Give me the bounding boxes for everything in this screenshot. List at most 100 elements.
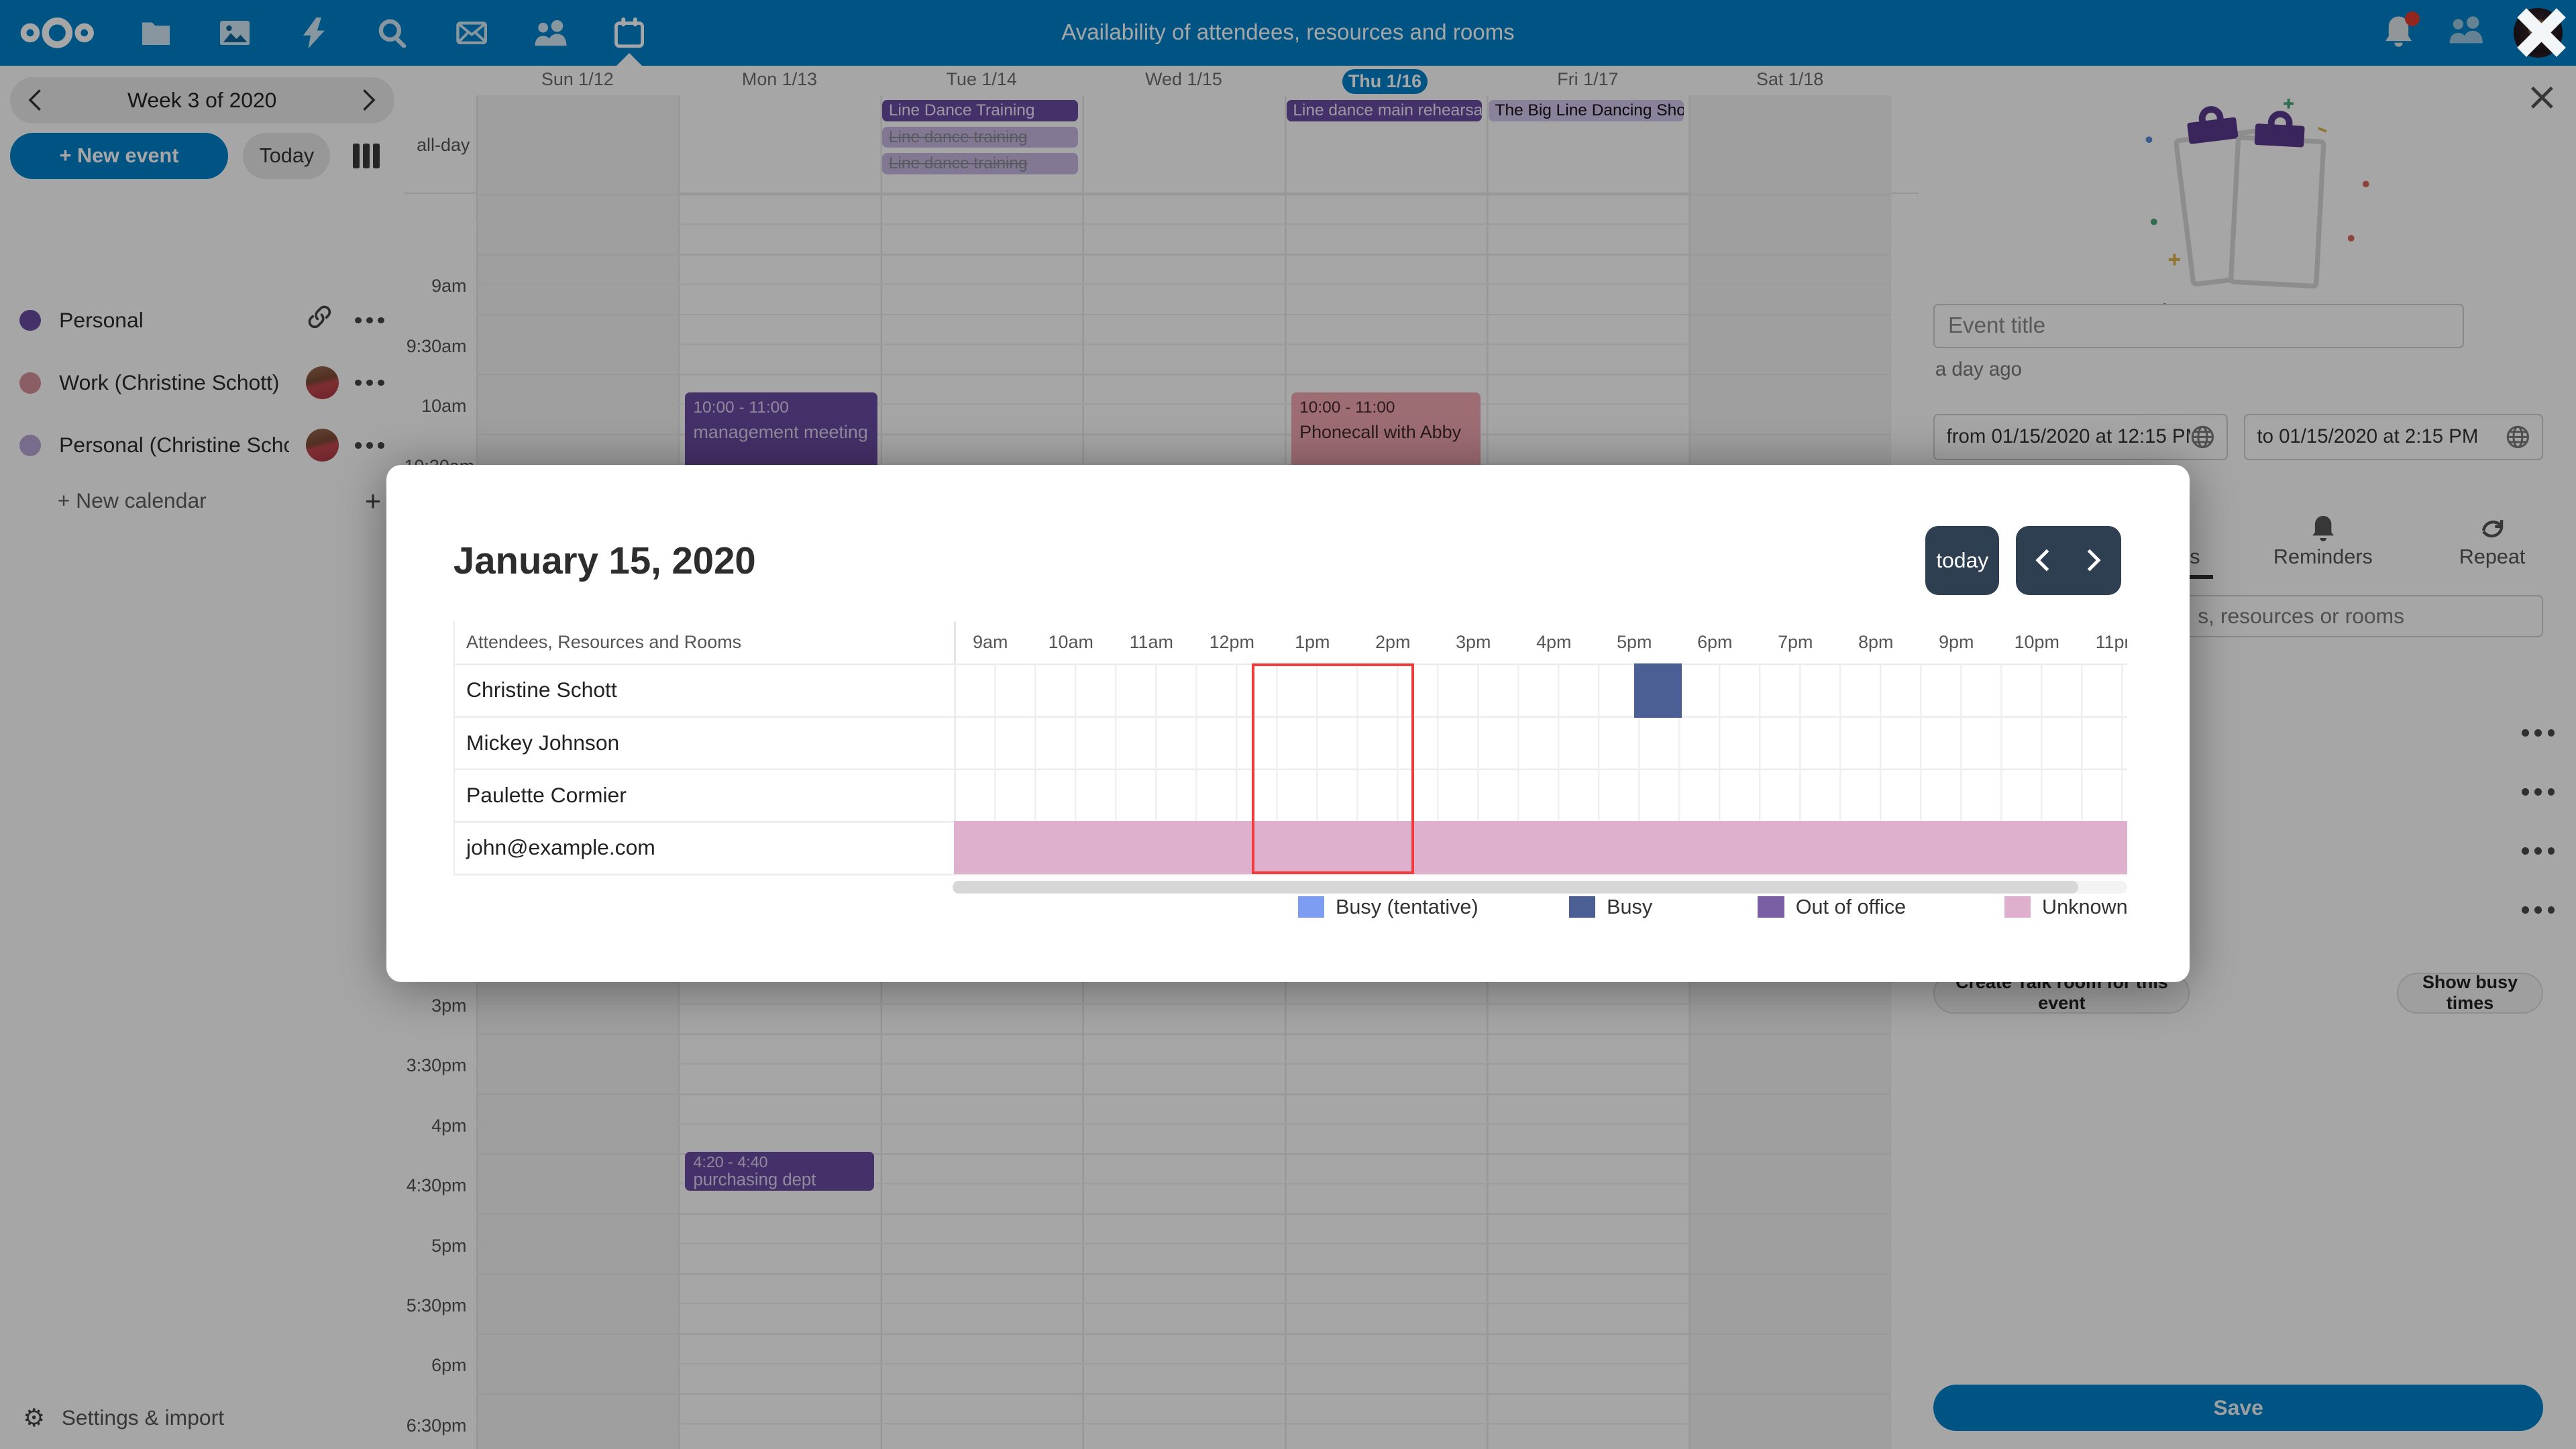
timezone-globe-icon (2506, 425, 2530, 449)
time-gutter-label: 3:30pm (406, 1055, 467, 1076)
calendar-color-dot (19, 372, 42, 394)
calendar-menu-icon[interactable] (355, 379, 385, 386)
allday-event[interactable]: Line Dance Training (882, 100, 1078, 122)
modified-timestamp: a day ago (1935, 358, 2022, 380)
hour-label: 9am (973, 631, 1008, 652)
busy-block (1634, 663, 1682, 718)
time-gutter-label: 5pm (431, 1235, 467, 1256)
next-week-button[interactable] (345, 77, 394, 123)
hour-label: 12pm (1209, 631, 1254, 652)
calendar-item-personal-christine[interactable]: Personal (Christine Scho...) (0, 424, 404, 467)
time-gutter-label: 6:30pm (406, 1415, 467, 1436)
scrollbar-thumb[interactable] (953, 880, 2078, 894)
calendar-item-work[interactable]: Work (Christine Schott) (0, 362, 404, 405)
allday-event[interactable]: Line dance training (882, 126, 1078, 148)
search-icon[interactable] (371, 0, 414, 66)
time-gutter-label: 3pm (431, 996, 467, 1016)
availability-time-area[interactable] (954, 663, 2128, 874)
previous-day-button[interactable] (2016, 526, 2068, 595)
previous-week-button[interactable] (10, 77, 59, 123)
event-purchasing[interactable]: 4:20 - 4:40 purchasing dept (685, 1151, 874, 1191)
timezone-globe-icon (2191, 425, 2214, 449)
horizontal-scrollbar[interactable] (953, 880, 2128, 894)
contacts-icon[interactable] (529, 0, 572, 66)
attendees-column-header: Attendees, Resources and Rooms (466, 631, 742, 652)
shared-by-avatar (305, 429, 339, 462)
show-busy-times-button[interactable]: Show busy times (2397, 972, 2543, 1014)
attendee-menu-icon[interactable] (2522, 726, 2555, 739)
allday-event[interactable]: Line dance main rehearsal (1286, 100, 1482, 122)
attendee-row-name: Christine Schott (466, 678, 617, 702)
hour-label: 5pm (1617, 631, 1652, 652)
day-header[interactable]: Sat 1/18 (1756, 68, 1824, 89)
hour-label: 8pm (1858, 631, 1894, 652)
save-button[interactable]: Save (1933, 1385, 2543, 1432)
attendee-menu-icon[interactable] (2522, 904, 2555, 917)
page-title: Availability of attendees, resources and… (1061, 19, 1515, 45)
day-header-row: Sun 1/12 Mon 1/13 Tue 1/14 Wed 1/15 Thu … (476, 68, 1891, 95)
hour-label: 6pm (1697, 631, 1733, 652)
hour-label: 3pm (1456, 631, 1491, 652)
hour-label: 10am (1048, 631, 1093, 652)
day-header[interactable]: Mon 1/13 (741, 68, 818, 89)
hour-label: 11am (1129, 631, 1173, 652)
hour-label: 7pm (1778, 631, 1813, 652)
modal-today-button[interactable]: today (1925, 525, 2000, 595)
hour-label: 2pm (1375, 631, 1411, 652)
attendee-row-name: Mickey Johnson (466, 730, 620, 755)
tab-reminders[interactable]: Reminders (2238, 513, 2409, 569)
contacts-menu-icon[interactable] (2448, 15, 2484, 50)
event-title-input[interactable] (1933, 304, 2465, 349)
activity-icon[interactable] (292, 0, 335, 66)
day-header[interactable]: Wed 1/15 (1145, 68, 1222, 89)
week-navigation: Week 3 of 2020 (9, 77, 394, 123)
next-day-button[interactable] (2068, 526, 2121, 595)
close-icon[interactable] (2530, 85, 2556, 111)
time-gutter-label: 4pm (431, 1115, 467, 1136)
legend-swatch-unknown (2004, 896, 2031, 918)
availability-modal: January 15, 2020 today Attendees, Resour… (386, 465, 2190, 983)
today-button[interactable]: Today (243, 133, 331, 179)
new-event-button[interactable]: + New event (9, 133, 229, 179)
allday-event[interactable]: The Big Line Dancing Show (1488, 100, 1684, 122)
event-illustration (2133, 98, 2379, 329)
from-date-field[interactable]: from 01/15/2020 at 12:15 PM (1933, 414, 2228, 460)
mail-icon[interactable] (450, 0, 493, 66)
week-label: Week 3 of 2020 (127, 87, 277, 112)
calendar-item-personal[interactable]: Personal (0, 299, 404, 342)
attendee-menu-icon[interactable] (2522, 845, 2555, 858)
new-calendar-button[interactable]: + New calendar + (57, 484, 382, 517)
day-header[interactable]: Sun 1/12 (541, 68, 614, 89)
bell-icon (2238, 513, 2409, 542)
app-icon-strip (16, 0, 650, 66)
time-gutter-label: 4:30pm (406, 1175, 467, 1196)
to-date-field[interactable]: to 01/15/2020 at 2:15 PM (2244, 414, 2543, 460)
event-selection-outline (1251, 663, 1415, 874)
calendar-menu-icon[interactable] (355, 317, 385, 324)
calendar-icon[interactable] (608, 0, 651, 66)
time-gutter-label: 5:30pm (406, 1295, 467, 1316)
nextcloud-logo[interactable] (16, 0, 98, 66)
files-icon[interactable] (135, 0, 178, 66)
calendar-menu-icon[interactable] (355, 441, 385, 449)
photos-icon[interactable] (213, 0, 256, 66)
allday-event[interactable]: Line dance training (882, 152, 1078, 174)
time-gutter-label: 10am (421, 396, 467, 417)
notification-badge (2405, 11, 2420, 27)
allday-row: all-day Line Dance Training Line dance t… (404, 95, 1919, 194)
notifications-bell-icon[interactable] (2382, 11, 2420, 51)
day-header[interactable]: Tue 1/14 (946, 68, 1017, 89)
time-gutter-label: 9am (431, 276, 467, 297)
share-link-icon[interactable] (307, 305, 332, 336)
gear-icon: ⚙ (23, 1403, 46, 1432)
day-header-selected[interactable]: Thu 1/16 (1342, 68, 1428, 94)
tab-repeat[interactable]: Repeat (2407, 513, 2576, 569)
day-header[interactable]: Fri 1/17 (1557, 68, 1619, 89)
settings-import-button[interactable]: ⚙ Settings & import (23, 1403, 225, 1432)
time-gutter-label: 9:30am (406, 335, 467, 356)
view-toggle-icon[interactable] (353, 144, 380, 168)
unknown-availability-block (954, 821, 2128, 874)
attendee-menu-icon[interactable] (2522, 786, 2555, 799)
cursor-close-icon (2510, 1, 2573, 64)
